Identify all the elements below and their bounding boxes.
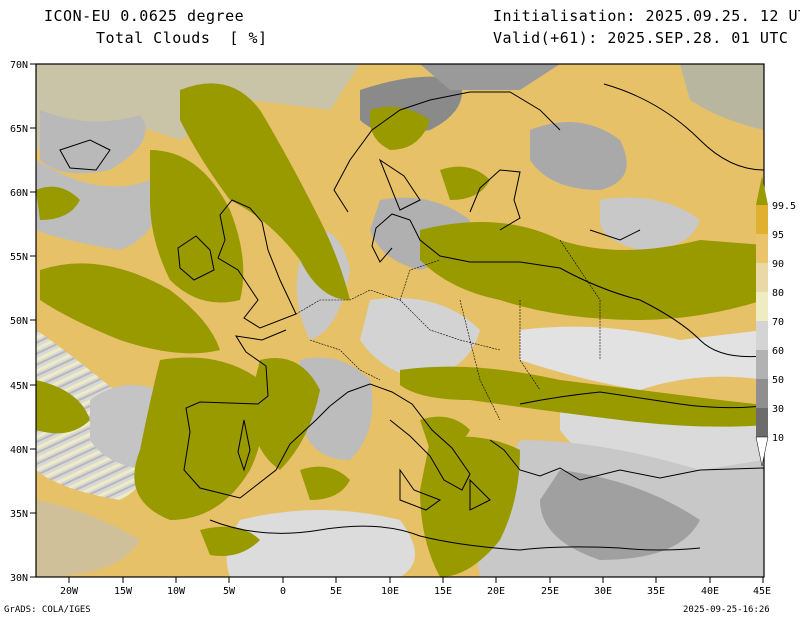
lon-label-10e: 10E bbox=[381, 586, 399, 597]
lat-label-50n: 50N bbox=[10, 316, 28, 327]
lon-label-20e: 20E bbox=[487, 586, 505, 597]
lon-label-0: 0 bbox=[280, 586, 286, 597]
init-time: Initialisation: 2025.09.25. 12 UTC bbox=[493, 7, 800, 25]
footer-credit: GrADS: COLA/IGES bbox=[4, 605, 91, 615]
lon-label-20w: 20W bbox=[60, 586, 79, 597]
colorbar-swatch-10 bbox=[756, 408, 768, 437]
colorbar-label-50: 50 bbox=[772, 375, 784, 386]
lat-label-30n: 30N bbox=[10, 573, 28, 584]
variable-title: Total Clouds [ %] bbox=[96, 29, 268, 47]
borders bbox=[295, 239, 601, 421]
footer-timestamp: 2025-09-25-16:26 bbox=[683, 605, 770, 615]
colorbar-swatch-60 bbox=[756, 321, 768, 350]
lon-label-45e: 45E bbox=[753, 586, 771, 597]
lon-label-25e: 25E bbox=[541, 586, 559, 597]
lon-label-5e: 5E bbox=[330, 586, 342, 597]
colorbar-swatch-90 bbox=[756, 234, 768, 263]
longitude-axis: 20W 15W 10W 5W 0 5E 10E 15E 20E 25E 30E … bbox=[60, 577, 771, 597]
lon-label-40e: 40E bbox=[701, 586, 719, 597]
valid-time: Valid(+61): 2025.SEP.28. 01 UTC bbox=[493, 29, 789, 47]
colorbar-swatch-30 bbox=[756, 379, 768, 408]
colorbar-label-60: 60 bbox=[772, 346, 784, 357]
colorbar-label-80: 80 bbox=[772, 288, 784, 299]
colorbar-top-arrow bbox=[756, 176, 768, 205]
lat-label-70n: 70N bbox=[10, 60, 28, 71]
lon-label-15e: 15E bbox=[434, 586, 452, 597]
model-title: ICON-EU 0.0625 degree bbox=[44, 7, 245, 25]
lat-label-60n: 60N bbox=[10, 188, 28, 199]
colorbar: 99.5 95 90 80 70 60 50 30 10 bbox=[755, 176, 796, 467]
cloud-field bbox=[36, 64, 764, 577]
colorbar-label-70: 70 bbox=[772, 317, 784, 328]
colorbar-label-30: 30 bbox=[772, 404, 784, 415]
lon-label-15w: 15W bbox=[114, 586, 133, 597]
colorbar-swatch-70 bbox=[756, 292, 768, 321]
lon-label-5w: 5W bbox=[223, 586, 236, 597]
latitude-axis: 70N 65N 60N 55N 50N 45N 40N 35N 30N bbox=[10, 60, 36, 584]
lon-label-30e: 30E bbox=[594, 586, 612, 597]
colorbar-label-95: 95 bbox=[772, 230, 784, 241]
lat-label-35n: 35N bbox=[10, 509, 28, 520]
lat-label-45n: 45N bbox=[10, 381, 28, 392]
colorbar-swatch-95 bbox=[756, 205, 768, 234]
lat-label-65n: 65N bbox=[10, 124, 28, 135]
lat-label-40n: 40N bbox=[10, 445, 28, 456]
colorbar-swatch-80 bbox=[756, 263, 768, 292]
colorbar-swatch-50 bbox=[756, 350, 768, 379]
lon-label-10w: 10W bbox=[167, 586, 186, 597]
lat-label-55n: 55N bbox=[10, 252, 28, 263]
colorbar-label-10: 10 bbox=[772, 433, 784, 444]
colorbar-bottom-arrow bbox=[755, 436, 769, 467]
colorbar-label-90: 90 bbox=[772, 259, 784, 270]
coastlines bbox=[59, 83, 764, 551]
colorbar-label-99-5: 99.5 bbox=[772, 201, 796, 212]
lon-label-35e: 35E bbox=[647, 586, 665, 597]
